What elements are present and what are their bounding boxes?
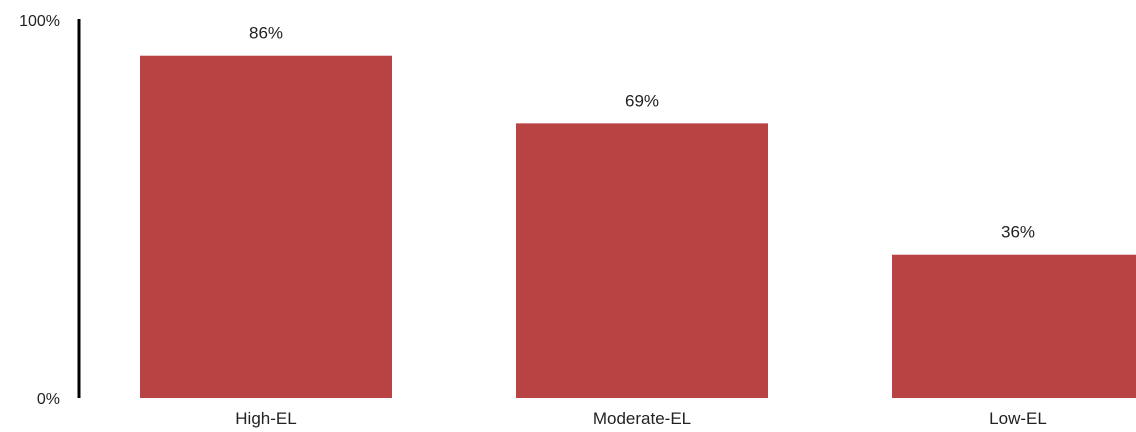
y-tick-label-min: 0% xyxy=(37,391,60,408)
data-label-low-el: 36% xyxy=(1001,223,1035,242)
category-label-moderate-el: Moderate-EL xyxy=(593,409,691,428)
data-label-moderate-el: 69% xyxy=(625,91,659,110)
bars-group: 86% High-EL 69% Moderate-EL 36% Low-EL xyxy=(140,24,1136,428)
bar-low-el xyxy=(892,254,1136,398)
category-label-low-el: Low-EL xyxy=(989,409,1047,428)
data-label-high-el: 86% xyxy=(249,24,283,43)
bar-moderate-el xyxy=(516,123,768,398)
y-tick-label-max: 100% xyxy=(19,13,60,30)
bar-high-el xyxy=(140,55,392,398)
category-label-high-el: High-EL xyxy=(235,409,296,428)
